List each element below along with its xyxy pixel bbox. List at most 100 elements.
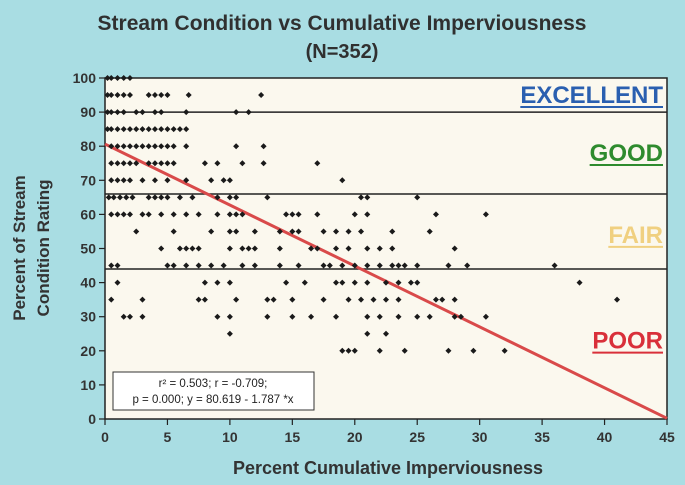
data-point-65	[201, 160, 208, 167]
data-point-200	[264, 296, 271, 303]
data-point-230	[226, 330, 233, 337]
data-point-4	[126, 75, 133, 81]
data-point-109	[195, 211, 202, 218]
y-tick-label-80: 80	[80, 138, 96, 154]
data-point-134	[358, 228, 365, 235]
chart-subtitle: (N=352)	[306, 41, 379, 63]
data-point-113	[239, 211, 246, 218]
data-point-129	[289, 228, 296, 235]
data-point-159	[183, 262, 190, 269]
data-point-96	[264, 194, 271, 201]
data-point-190	[383, 279, 389, 286]
data-point-33	[139, 126, 146, 133]
data-point-169	[339, 262, 346, 269]
data-point-135	[389, 228, 396, 235]
data-point-80	[226, 177, 233, 184]
data-point-205	[358, 296, 365, 303]
data-point-144	[245, 245, 252, 252]
data-point-155	[108, 262, 115, 269]
data-point-180	[114, 279, 121, 286]
x-tick-label-20: 20	[347, 429, 363, 445]
data-point-83	[110, 194, 117, 201]
zone-label-excellent: EXCELLENT	[520, 82, 663, 109]
x-tick-label-35: 35	[534, 429, 550, 445]
data-point-44	[126, 143, 133, 150]
data-point-224	[395, 313, 402, 320]
data-point-184	[283, 279, 290, 286]
data-point-156	[114, 262, 121, 269]
x-tick-label-10: 10	[222, 429, 238, 445]
data-point-195	[108, 296, 115, 303]
x-tick-label-0: 0	[101, 429, 109, 445]
data-point-94	[226, 194, 233, 201]
data-point-102	[120, 211, 127, 218]
data-point-95	[233, 194, 240, 201]
zone-label-good: GOOD	[590, 140, 663, 167]
x-tick-label-40: 40	[597, 429, 613, 445]
data-point-49	[158, 143, 165, 150]
x-tick-label-30: 30	[472, 429, 488, 445]
data-point-216	[214, 313, 221, 320]
data-point-23	[158, 109, 165, 116]
data-point-29	[114, 126, 121, 133]
data-point-97	[358, 194, 365, 201]
data-point-225	[414, 313, 421, 320]
data-point-16	[104, 109, 111, 116]
data-point-57	[120, 160, 127, 167]
data-point-82	[105, 194, 112, 201]
data-point-99	[414, 194, 421, 201]
y-tick-label-20: 20	[80, 343, 96, 359]
data-point-213	[120, 313, 127, 320]
data-point-100	[108, 211, 115, 218]
data-point-139	[183, 245, 190, 252]
data-point-3	[120, 75, 127, 81]
data-point-31	[126, 126, 133, 133]
data-point-133	[345, 228, 352, 235]
data-point-85	[123, 194, 130, 201]
data-point-239	[470, 347, 477, 354]
data-point-117	[314, 211, 321, 218]
data-point-141	[195, 245, 202, 252]
data-point-37	[164, 126, 171, 133]
data-point-219	[289, 313, 296, 320]
data-point-161	[208, 262, 215, 269]
data-point-201	[270, 296, 277, 303]
data-point-183	[226, 279, 233, 286]
y-tick-label-30: 30	[80, 309, 96, 325]
data-point-20	[133, 109, 140, 116]
data-point-165	[276, 262, 283, 269]
data-point-59	[133, 160, 140, 167]
data-point-119	[364, 211, 371, 218]
data-point-86	[129, 194, 136, 201]
data-point-66	[214, 160, 221, 167]
zone-label-poor: POOR	[592, 328, 663, 355]
data-point-186	[333, 279, 340, 286]
data-point-227	[451, 313, 458, 320]
data-point-104	[139, 211, 146, 218]
data-point-18	[114, 109, 121, 116]
data-point-75	[151, 177, 158, 184]
data-point-157	[164, 262, 171, 269]
data-point-69	[314, 160, 321, 167]
data-point-126	[233, 228, 240, 235]
data-point-5	[104, 92, 111, 99]
data-point-228	[457, 313, 464, 320]
data-point-173	[389, 262, 396, 269]
zone-label-fair: FAIR	[608, 222, 663, 249]
data-point-210	[439, 296, 446, 303]
data-point-209	[432, 296, 439, 303]
data-point-202	[289, 296, 296, 303]
stats-box-border	[112, 371, 315, 411]
data-point-79	[220, 177, 227, 184]
y-tick-label-10: 10	[80, 377, 96, 393]
data-point-207	[383, 296, 389, 303]
data-point-193	[414, 279, 421, 286]
data-point-203	[320, 296, 327, 303]
data-point-158	[170, 262, 177, 269]
data-point-91	[176, 194, 183, 201]
data-point-68	[260, 160, 267, 167]
data-point-235	[351, 347, 358, 354]
data-point-48	[151, 143, 158, 150]
data-point-167	[320, 262, 327, 269]
data-point-211	[451, 296, 458, 303]
